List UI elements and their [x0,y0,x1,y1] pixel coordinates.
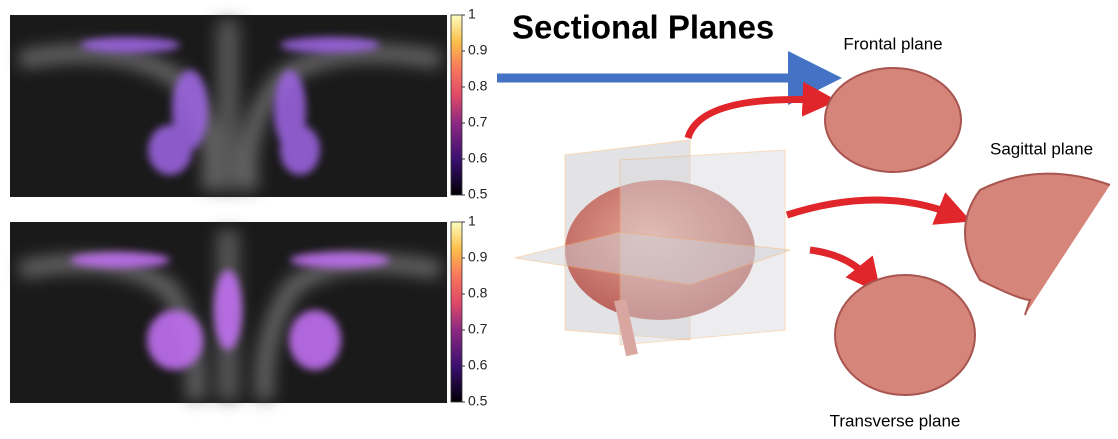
transverse-section [835,275,975,395]
tick-label: 0.6 [468,150,488,166]
figure: Sectional Planes Frontal plane Sagittal … [0,0,1118,434]
colorbar [451,222,462,402]
label: Sagittal plane [990,139,1093,158]
tick-label: 0.5 [468,186,488,202]
sagittal-section [965,174,1110,315]
colorbar [451,15,462,195]
tick-label: 1 [468,6,476,22]
tick-label: 0.8 [468,285,488,301]
label: Transverse plane [830,411,961,430]
tick-label: 0.5 [468,393,488,409]
tick-label: 0.6 [468,357,488,373]
frontal-section [825,68,961,172]
tick-label: 0.9 [468,249,488,265]
tick-label: 1 [468,213,476,229]
tick-label: 0.7 [468,321,488,337]
brain-3d [515,140,790,355]
arrow [688,99,820,138]
tick-label: 0.8 [468,78,488,94]
label: Frontal plane [843,34,942,53]
title: Sectional Planes [512,9,774,46]
heatmap-panel [10,15,447,197]
arrow [810,250,870,280]
heatmap-panel [10,222,447,403]
arrow [787,200,955,215]
tick-label: 0.7 [468,114,488,130]
tick-label: 0.9 [468,42,488,58]
